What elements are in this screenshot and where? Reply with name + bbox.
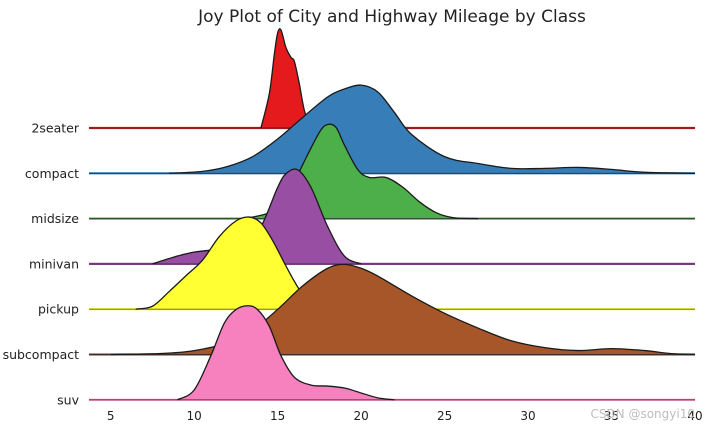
x-tick-label-40: 40 (687, 409, 702, 423)
y-label-suv: suv (57, 392, 79, 407)
x-tick-label-25: 25 (437, 409, 452, 423)
y-label-pickup: pickup (38, 302, 79, 317)
ridge-suv (89, 305, 695, 401)
ridge-compact (89, 84, 696, 175)
chart-title: Joy Plot of City and Highway Mileage by … (197, 7, 586, 27)
ridge-area-compact (169, 85, 695, 174)
ridge-area-pickup (135, 217, 315, 310)
ridge-outline-pickup (135, 216, 315, 310)
watermark: CSDN @songyi10 (590, 407, 695, 421)
x-tick-label-35: 35 (604, 409, 619, 423)
y-label-subcompact: subcompact (3, 347, 80, 362)
x-tick-label-15: 15 (270, 409, 285, 423)
y-label-compact: compact (25, 166, 79, 181)
y-label-midsize: midsize (31, 211, 79, 226)
ridge-area-2seater (260, 28, 312, 128)
ridges-group (89, 28, 696, 401)
x-axis-tick-labels: 5 10 15 20 25 30 35 40 (107, 409, 703, 423)
ridge-area-minivan (152, 169, 362, 264)
y-label-minivan: minivan (29, 256, 79, 271)
ridge-outline-minivan (152, 168, 362, 265)
ridge-minivan (89, 168, 695, 265)
ridge-outline-compact (169, 84, 696, 174)
y-label-2seater: 2seater (31, 121, 79, 136)
x-tick-label-30: 30 (520, 409, 535, 423)
x-tick-label-5: 5 (107, 409, 115, 423)
ridge-outline-2seater (260, 28, 312, 129)
y-axis-labels: 2seater compact midsize minivan pickup subcom… (3, 121, 80, 408)
x-tick-label-20: 20 (353, 409, 368, 423)
x-tick-label-10: 10 (187, 409, 202, 423)
ridge-area-suv (177, 305, 395, 400)
ridge-outline-suv (177, 305, 395, 401)
